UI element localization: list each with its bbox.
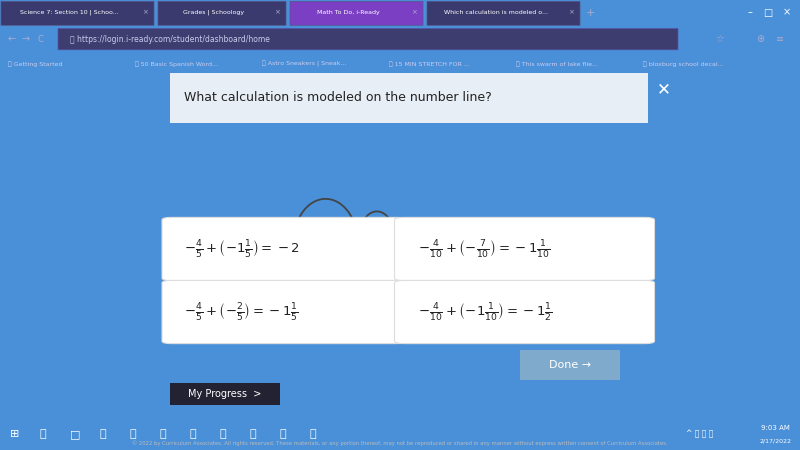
Text: □: □ bbox=[763, 8, 773, 18]
Text: 9:03 AM: 9:03 AM bbox=[761, 425, 790, 431]
Text: ✕: ✕ bbox=[657, 80, 671, 98]
Text: ×: × bbox=[274, 9, 280, 16]
Text: $-1$: $-1$ bbox=[272, 272, 290, 284]
Text: 🕹: 🕹 bbox=[310, 429, 317, 439]
Text: Done →: Done → bbox=[549, 360, 591, 370]
Text: 🔒 https://login.i-ready.com/student/dashboard/home: 🔒 https://login.i-ready.com/student/dash… bbox=[70, 35, 270, 44]
Text: $1\frac{1}{2}$: $1\frac{1}{2}$ bbox=[594, 272, 609, 293]
Text: ⬛: ⬛ bbox=[280, 429, 286, 439]
Text: Grades | Schoology: Grades | Schoology bbox=[183, 10, 245, 15]
Text: ≡: ≡ bbox=[776, 34, 784, 44]
Text: What calculation is modeled on the number line?: What calculation is modeled on the numbe… bbox=[184, 91, 492, 104]
Text: 🔍: 🔍 bbox=[40, 429, 46, 439]
FancyBboxPatch shape bbox=[161, 381, 289, 407]
Text: C: C bbox=[37, 35, 43, 44]
Text: ×: × bbox=[783, 8, 791, 18]
Text: □: □ bbox=[70, 429, 81, 439]
Text: 2/17/2022: 2/17/2022 bbox=[759, 438, 791, 443]
FancyBboxPatch shape bbox=[162, 217, 406, 281]
Text: $-\frac{1}{2}$: $-\frac{1}{2}$ bbox=[337, 272, 353, 293]
Text: 🦊: 🦊 bbox=[250, 429, 257, 439]
Text: 🌐 50 Basic Spanish Word...: 🌐 50 Basic Spanish Word... bbox=[135, 61, 218, 67]
Text: 🌐 Astro Sneakers | Sneak...: 🌐 Astro Sneakers | Sneak... bbox=[262, 61, 346, 67]
Text: $0$: $0$ bbox=[405, 272, 413, 284]
FancyBboxPatch shape bbox=[170, 73, 648, 122]
Text: $-1\frac{1}{2}$: $-1\frac{1}{2}$ bbox=[205, 272, 228, 293]
FancyBboxPatch shape bbox=[427, 1, 580, 25]
Text: 🌐 bloxburg school decal...: 🌐 bloxburg school decal... bbox=[643, 61, 724, 67]
Text: 🌐: 🌐 bbox=[160, 429, 166, 439]
Text: $-\frac{4}{5} + \left(-1\frac{1}{5}\right) = -2$: $-\frac{4}{5} + \left(-1\frac{1}{5}\righ… bbox=[184, 238, 299, 260]
FancyBboxPatch shape bbox=[394, 217, 654, 281]
Text: 🌐 Getting Started: 🌐 Getting Started bbox=[8, 61, 62, 67]
Text: 📧: 📧 bbox=[130, 429, 137, 439]
FancyBboxPatch shape bbox=[512, 347, 628, 382]
Text: $-\frac{4}{5} + \left(-\frac{2}{5}\right) = -1\frac{1}{5}$: $-\frac{4}{5} + \left(-\frac{2}{5}\right… bbox=[184, 301, 298, 323]
Text: ×: × bbox=[568, 9, 574, 16]
FancyBboxPatch shape bbox=[158, 1, 286, 25]
Text: ⊞: ⊞ bbox=[10, 429, 19, 439]
Text: $\frac{1}{2}$: $\frac{1}{2}$ bbox=[470, 272, 477, 293]
Text: 🌐 This swarm of lake flie...: 🌐 This swarm of lake flie... bbox=[516, 61, 598, 67]
Text: ☆: ☆ bbox=[716, 34, 724, 44]
Text: →: → bbox=[22, 34, 30, 44]
Text: ^ 🔊 🌐 🔋: ^ 🔊 🌐 🔋 bbox=[686, 430, 714, 439]
Text: –: – bbox=[747, 8, 753, 18]
Text: ⊕: ⊕ bbox=[756, 34, 764, 44]
Text: Math To Do, i-Ready: Math To Do, i-Ready bbox=[317, 10, 380, 15]
Text: 📁: 📁 bbox=[190, 429, 197, 439]
Text: ×: × bbox=[411, 9, 417, 16]
Text: ×: × bbox=[142, 9, 148, 16]
Text: My Progress  >: My Progress > bbox=[188, 389, 262, 399]
Text: © 2022 by Curriculum Associates. All rights reserved. These materials, or any po: © 2022 by Curriculum Associates. All rig… bbox=[132, 441, 668, 446]
Text: 🌐 15 MIN STRETCH FOR ...: 🌐 15 MIN STRETCH FOR ... bbox=[389, 61, 470, 67]
Text: ←: ← bbox=[8, 34, 16, 44]
FancyBboxPatch shape bbox=[290, 1, 423, 25]
FancyBboxPatch shape bbox=[1, 1, 154, 25]
FancyBboxPatch shape bbox=[394, 280, 654, 344]
Text: 🎵: 🎵 bbox=[220, 429, 226, 439]
FancyBboxPatch shape bbox=[162, 280, 406, 344]
Text: Science 7: Section 10 | Schoo...: Science 7: Section 10 | Schoo... bbox=[20, 10, 119, 15]
FancyBboxPatch shape bbox=[58, 28, 678, 50]
Text: $-\frac{4}{10} + \left(-\frac{7}{10}\right) = -1\frac{1}{10}$: $-\frac{4}{10} + \left(-\frac{7}{10}\rig… bbox=[418, 238, 550, 260]
Text: +: + bbox=[586, 8, 594, 18]
Text: $1$: $1$ bbox=[534, 272, 542, 284]
Text: Which calculation is modeled o...: Which calculation is modeled o... bbox=[443, 10, 547, 15]
Text: $-\frac{4}{10} + \left(-1\frac{1}{10}\right) = -1\frac{1}{2}$: $-\frac{4}{10} + \left(-1\frac{1}{10}\ri… bbox=[418, 301, 553, 323]
Text: 📁: 📁 bbox=[100, 429, 106, 439]
